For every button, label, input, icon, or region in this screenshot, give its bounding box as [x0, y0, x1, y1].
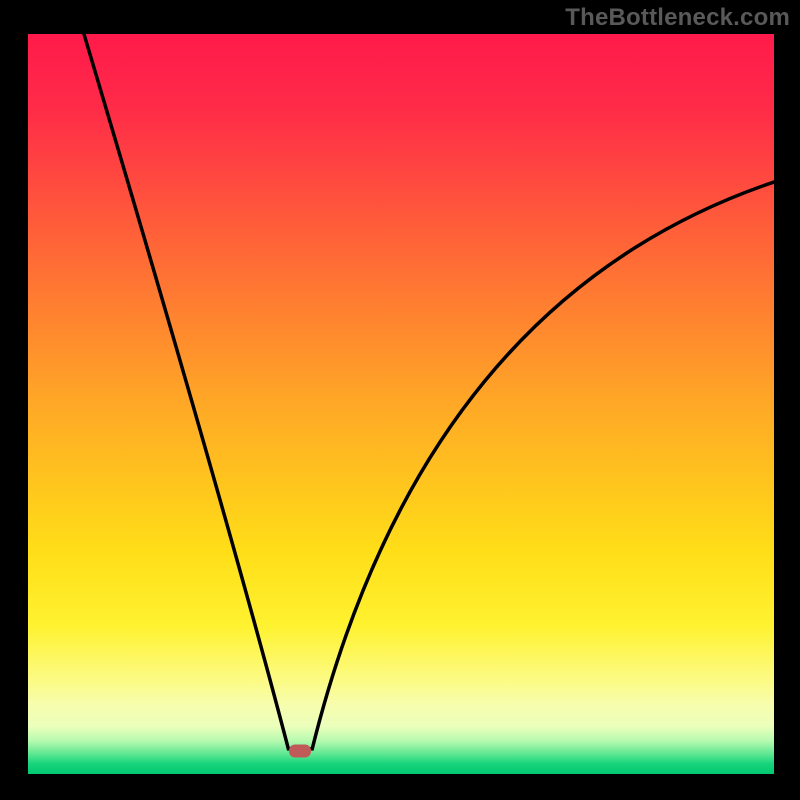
bottleneck-curve [28, 34, 774, 774]
optimal-point-marker [289, 745, 311, 758]
watermark-text: TheBottleneck.com [565, 4, 790, 32]
plot-area [28, 34, 774, 774]
